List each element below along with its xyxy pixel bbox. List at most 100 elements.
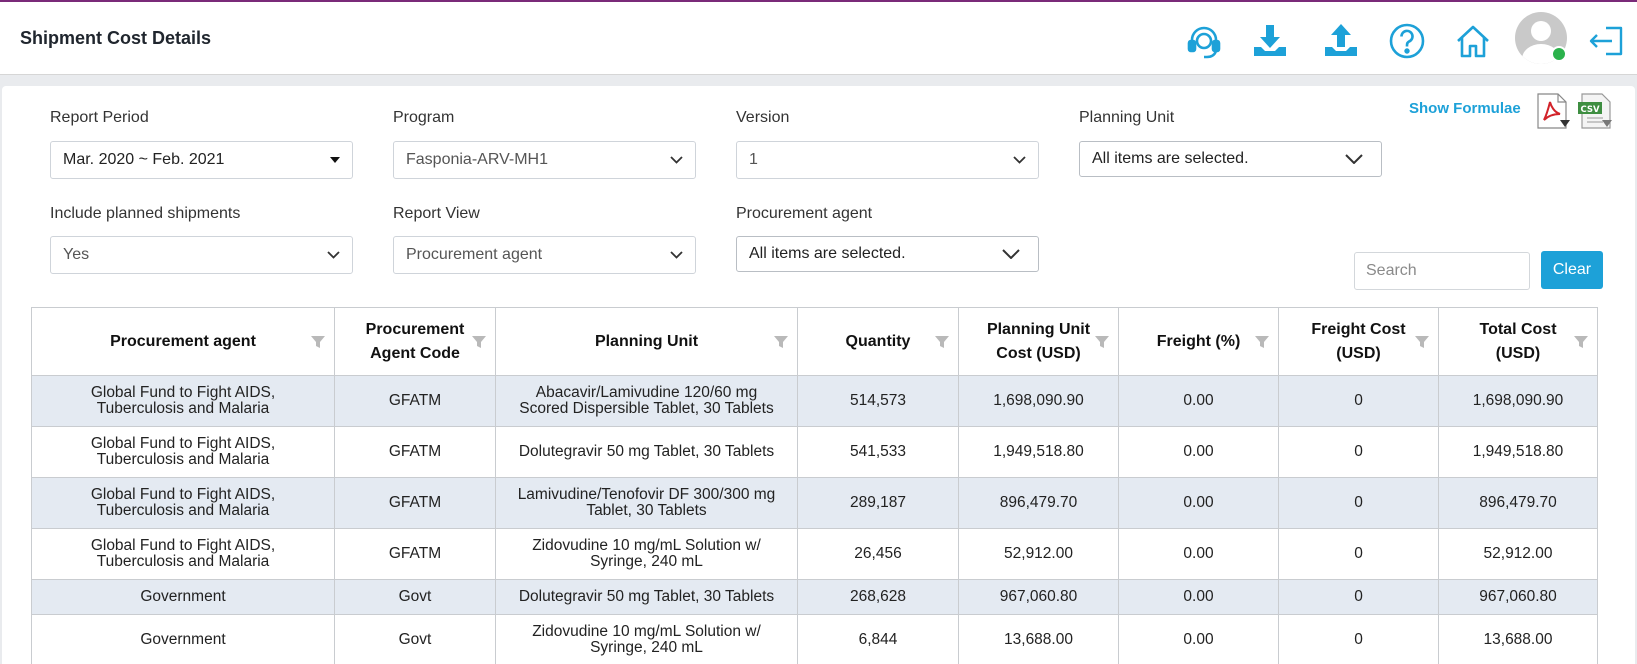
cell-planning-unit-cost: 896,479.70 xyxy=(958,477,1119,529)
cell-freight-cost: 0 xyxy=(1278,528,1439,580)
column-header-total-cost[interactable]: Total Cost (USD) xyxy=(1438,307,1598,376)
cell-planning-unit: Dolutegravir 50 mg Tablet, 30 Tablets xyxy=(495,426,798,478)
planning-unit-multiselect[interactable]: All items are selected. xyxy=(1079,141,1382,177)
table-row[interactable]: Global Fund to Fight AIDS, Tuberculosis a… xyxy=(31,426,1598,478)
program-select[interactable]: Fasponia-ARV-MH1 xyxy=(393,141,696,179)
support-headset-icon[interactable] xyxy=(1185,22,1223,60)
cell-text-line: Global Fund to Fight AIDS, xyxy=(90,486,276,503)
show-formulae-link[interactable]: Show Formulae xyxy=(1409,100,1521,117)
cell-text-line: Government xyxy=(140,588,226,605)
cell-planning-unit-cost: 1,698,090.90 xyxy=(958,375,1119,427)
cell-quantity: 6,844 xyxy=(797,614,959,664)
cell-freight-cost: 0 xyxy=(1278,614,1439,664)
chevron-down-icon xyxy=(670,142,683,178)
cell-planning-unit: Lamivudine/Tenofovir DF 300/300 mg Tablet… xyxy=(495,477,798,529)
shipment-cost-table: Procurement agent Procurement Agent Code Pl… xyxy=(31,307,1598,664)
cell-procurement-agent-code: GFATM xyxy=(334,375,496,427)
cell-quantity: 289,187 xyxy=(797,477,959,529)
table-row[interactable]: Government Govt Dolutegravir 50 mg Tablet,… xyxy=(31,579,1598,615)
filter-funnel-icon[interactable] xyxy=(773,334,789,350)
filter-funnel-icon[interactable] xyxy=(471,334,487,350)
filter-funnel-icon[interactable] xyxy=(934,334,950,350)
filter-funnel-icon[interactable] xyxy=(1254,334,1270,350)
cell-freight-cost: 0 xyxy=(1278,426,1439,478)
chevron-down-icon xyxy=(1345,142,1363,176)
cell-text-line: Global Fund to Fight AIDS, xyxy=(90,435,276,452)
column-header-label-line2: Cost (USD) xyxy=(996,344,1081,362)
clear-button[interactable]: Clear xyxy=(1541,251,1603,289)
home-icon[interactable] xyxy=(1454,22,1492,60)
table-row[interactable]: Government Govt Zidovudine 10 mg/mL Soluti… xyxy=(31,614,1598,664)
cell-quantity: 268,628 xyxy=(797,579,959,615)
column-header-planning-unit[interactable]: Planning Unit xyxy=(495,307,798,376)
chevron-down-icon xyxy=(1013,142,1026,178)
report-period-label: Report Period xyxy=(50,109,149,126)
cell-text-line: Zidovudine 10 mg/mL Solution w/ xyxy=(532,537,761,554)
column-header-label: Total Cost (USD) xyxy=(1479,320,1557,362)
cell-freight-percent: 0.00 xyxy=(1118,614,1279,664)
report-view-label: Report View xyxy=(393,205,480,222)
cell-procurement-agent-code: GFATM xyxy=(334,477,496,529)
table-row[interactable]: Global Fund to Fight AIDS, Tuberculosis a… xyxy=(31,528,1598,580)
version-select[interactable]: 1 xyxy=(736,141,1039,179)
cell-text-line: Abacavir/Lamivudine 120/60 mg xyxy=(535,384,758,401)
cell-planning-unit: Zidovudine 10 mg/mL Solution w/Syringe, … xyxy=(495,528,798,580)
column-header-label: Freight (%) xyxy=(1156,332,1241,350)
cell-text-line: Tablet, 30 Tablets xyxy=(586,502,707,519)
table-row[interactable]: Global Fund to Fight AIDS, Tuberculosis a… xyxy=(31,375,1598,427)
filter-funnel-icon[interactable] xyxy=(310,334,326,350)
cell-procurement-agent-code: GFATM xyxy=(334,426,496,478)
cell-procurement-agent: Government xyxy=(31,614,335,664)
column-header-procurement-agent[interactable]: Procurement agent xyxy=(31,307,335,376)
cell-text-line: Syringe, 240 mL xyxy=(590,639,703,656)
help-icon[interactable] xyxy=(1388,22,1426,60)
filter-funnel-icon[interactable] xyxy=(1094,334,1110,350)
cell-text-line: Tuberculosis and Malaria xyxy=(96,502,270,519)
cell-text-line: Syringe, 240 mL xyxy=(590,553,703,570)
cell-text-line: Government xyxy=(140,631,226,648)
cell-quantity: 514,573 xyxy=(797,375,959,427)
cell-quantity: 26,456 xyxy=(797,528,959,580)
report-period-select[interactable]: Mar. 2020 ~ Feb. 2021 xyxy=(50,141,353,179)
cell-text-line: Tuberculosis and Malaria xyxy=(96,400,270,417)
cell-freight-cost: 0 xyxy=(1278,477,1439,529)
cell-planning-unit: Abacavir/Lamivudine 120/60 mg Scored Disp… xyxy=(495,375,798,427)
cell-text-line: Zidovudine 10 mg/mL Solution w/ xyxy=(532,623,761,640)
report-view-value: Procurement agent xyxy=(406,246,543,263)
search-input[interactable] xyxy=(1354,252,1530,290)
cell-text-line: Scored Dispersible Tablet, 30 Tablets xyxy=(519,400,774,417)
table-row[interactable]: Global Fund to Fight AIDS, Tuberculosis a… xyxy=(31,477,1598,529)
column-header-quantity[interactable]: Quantity xyxy=(797,307,959,376)
column-header-label-line2: Agent Code xyxy=(370,344,460,362)
cell-total-cost: 52,912.00 xyxy=(1438,528,1598,580)
cell-freight-percent: 0.00 xyxy=(1118,375,1279,427)
logout-icon[interactable] xyxy=(1588,22,1626,60)
column-header-label: Planning Unit xyxy=(986,320,1091,338)
cell-text-line: Dolutegravir 50 mg Tablet, 30 Tablets xyxy=(518,443,775,460)
cell-planning-unit: Dolutegravir 50 mg Tablet, 30 Tablets xyxy=(495,579,798,615)
report-view-select[interactable]: Procurement agent xyxy=(393,236,696,274)
upload-icon[interactable] xyxy=(1322,22,1360,60)
download-icon[interactable] xyxy=(1251,22,1289,60)
cell-procurement-agent: Global Fund to Fight AIDS, Tuberculosis a… xyxy=(31,375,335,427)
procurement-agent-multiselect[interactable]: All items are selected. xyxy=(736,236,1039,272)
include-planned-select[interactable]: Yes xyxy=(50,236,353,274)
planning-unit-value: All items are selected. xyxy=(1092,150,1249,167)
column-header-procurement-agent-code[interactable]: Procurement Agent Code xyxy=(334,307,496,376)
program-value: Fasponia-ARV-MH1 xyxy=(406,151,548,168)
filter-funnel-icon[interactable] xyxy=(1573,334,1589,350)
cell-freight-percent: 0.00 xyxy=(1118,528,1279,580)
program-label: Program xyxy=(393,109,455,126)
filter-funnel-icon[interactable] xyxy=(1414,334,1430,350)
online-status-dot xyxy=(1551,46,1567,62)
caret-down-icon xyxy=(330,142,340,178)
table-header-row: Procurement agent Procurement Agent Code Pl… xyxy=(31,307,1598,376)
column-header-freight-percent[interactable]: Freight (%) xyxy=(1118,307,1279,376)
cell-procurement-agent: Global Fund to Fight AIDS, Tuberculosis a… xyxy=(31,426,335,478)
top-accent-line xyxy=(0,0,1637,2)
pdf-export-icon[interactable] xyxy=(1535,92,1571,130)
cell-freight-cost: 0 xyxy=(1278,579,1439,615)
csv-export-icon[interactable]: CSV xyxy=(1577,92,1613,130)
column-header-planning-unit-cost[interactable]: Planning Unit Cost (USD) xyxy=(958,307,1119,376)
column-header-freight-cost[interactable]: Freight Cost (USD) xyxy=(1278,307,1439,376)
